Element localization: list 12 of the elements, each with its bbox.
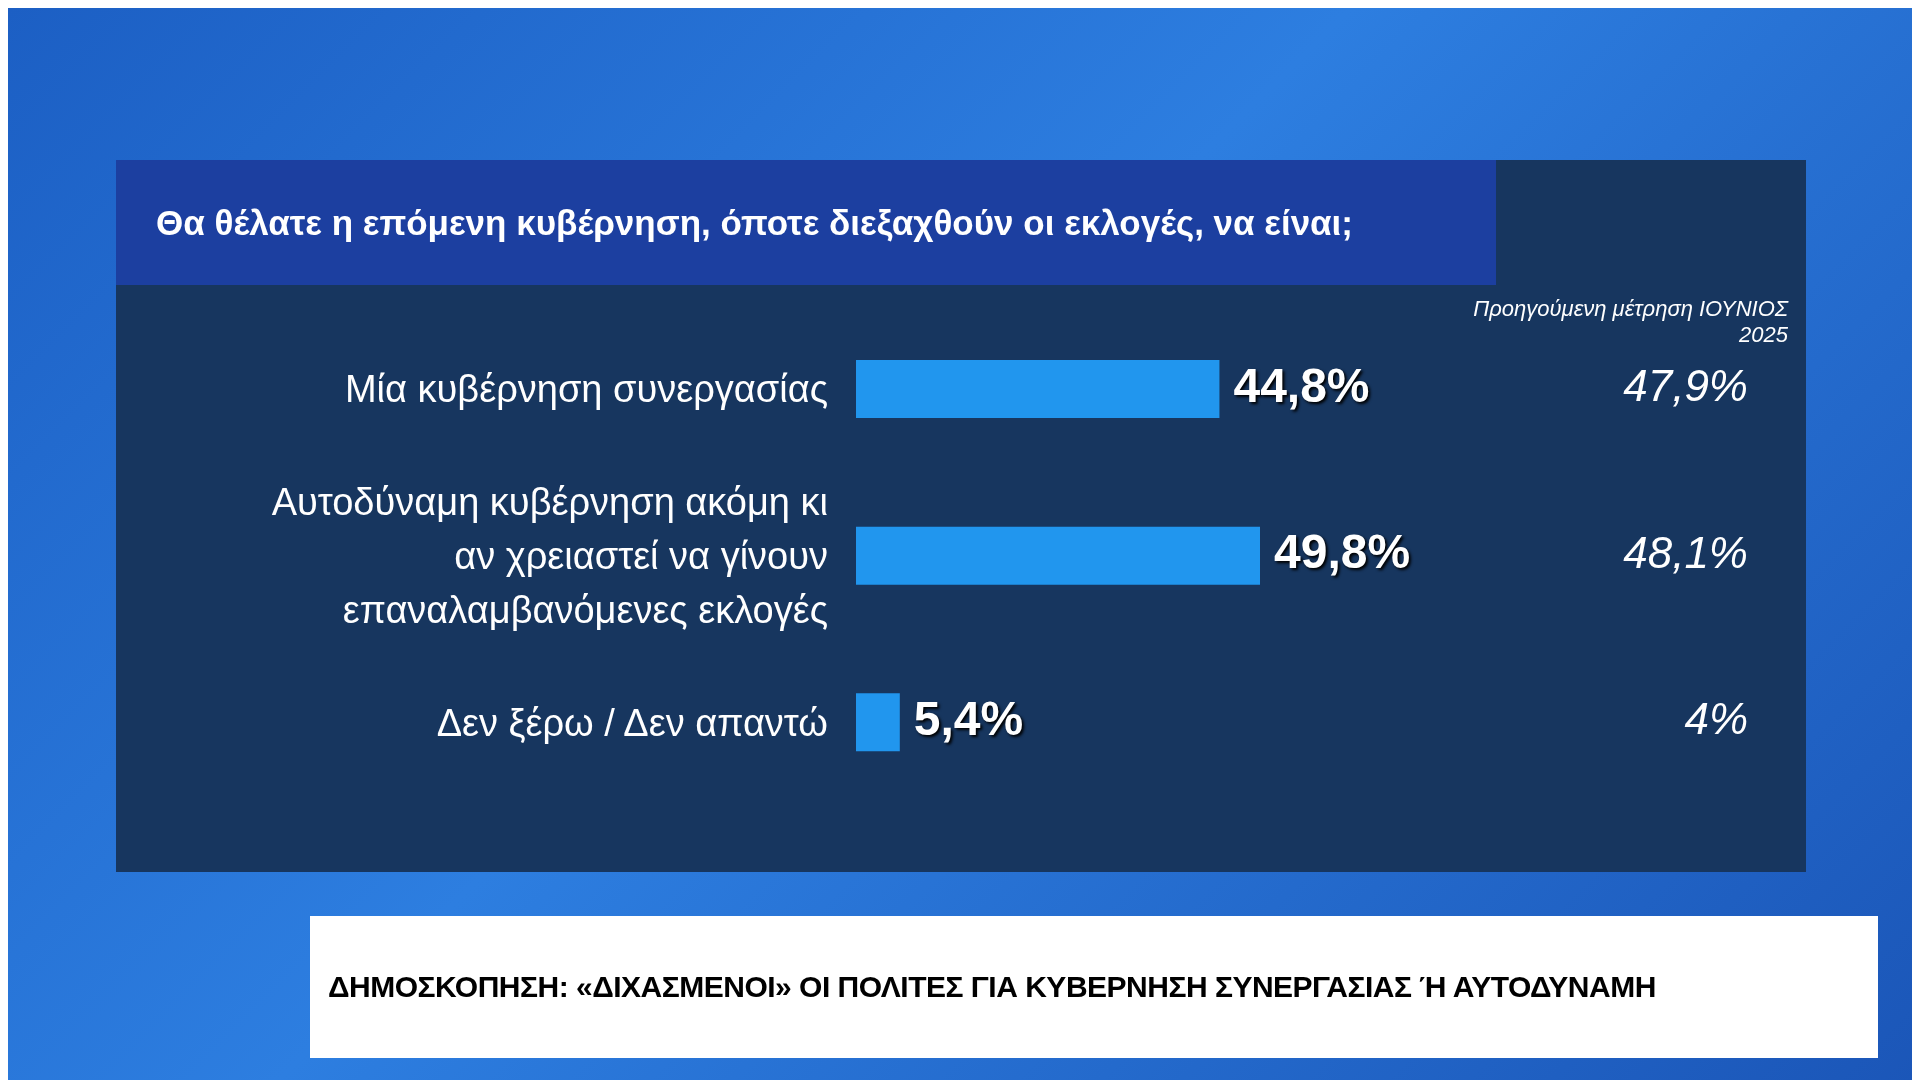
text: ΔΗΜΟΣΚΟΠΗΣΗ: «ΔΙΧΑΣΜΕΝΟΙ» ΟΙ ΠΟΛΙΤΕΣ ΓΙΑ ΚΥΒΕΡΝΗΣΗ ΣΥΝΕΡΓΑΣΙΑΣ Ή ΑΥΤΟΔΥΝΑΜΗ [328,970,1656,1004]
chart-title: Θα θέλατε η επόμενη κυβέρνηση, όποτε διεξαχθούν οι εκλογές, να είναι; [156,202,1353,243]
y-tick-label: Αυτοδύναμη κυβέρνηση ακόμη κι αν χρειαστεί να γίνουν επαναλαμβανόμενες εκλογές [270,480,828,633]
data-label: 49,8% [1274,525,1411,579]
text: Προηγούμενη μέτρηση ΙΟΥΝΙΟΣ 2025 [1472,296,1788,348]
data-label: 5,4% [913,692,1024,746]
data-label: 44,8% [1233,358,1370,412]
text: 4% [1684,694,1748,744]
text: 47,9% [1623,360,1748,410]
y-tick-label: Μία κυβέρνηση συνεργασίας [344,368,828,411]
text: 48,1% [1623,527,1748,577]
y-tick-label: Δεν ξέρω / Δεν απαντώ [436,701,828,744]
